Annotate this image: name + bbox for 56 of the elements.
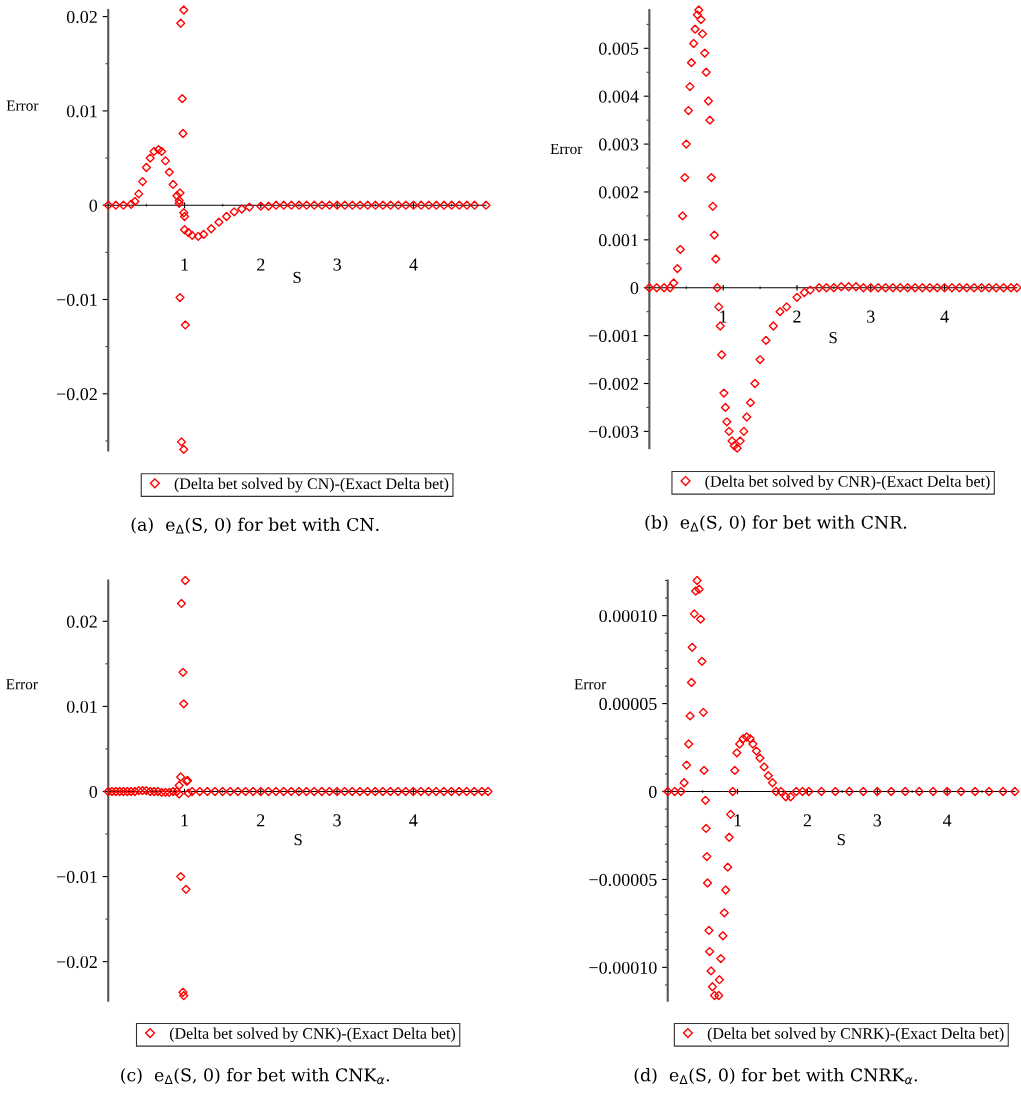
y-tick-label: −0.01 bbox=[56, 293, 97, 307]
y-tick-label: 0 bbox=[89, 785, 98, 798]
x-tick-label: 2 bbox=[803, 814, 811, 827]
x-tick-label: 1 bbox=[181, 814, 188, 827]
y-axis-title: Error bbox=[550, 143, 583, 155]
x-axis-title: S bbox=[837, 834, 845, 846]
y-axis-title: Error bbox=[6, 100, 39, 111]
y-tick-label: −0.02 bbox=[56, 955, 97, 969]
y-tick-label: −0.001 bbox=[589, 329, 638, 343]
legend-label: (Delta bet solved by CNR)-(Exact Delta bet) bbox=[705, 475, 990, 491]
y-tick-label: 0.02 bbox=[66, 615, 97, 628]
text: (b) e$_{Δ}$(S, 0) for bet with CNR. bbox=[645, 515, 907, 532]
y-tick-label: 0.01 bbox=[66, 700, 97, 713]
x-axis-title: S bbox=[294, 834, 302, 846]
y-tick-label: 0.005 bbox=[599, 42, 639, 55]
y-tick-label: 0.00005 bbox=[599, 697, 657, 711]
x-tick-label: 3 bbox=[867, 310, 875, 323]
text: (c) e$_{Δ}$(S, 0) for bet with CNK$_{α}$. bbox=[121, 1068, 389, 1085]
x-tick-label: 2 bbox=[257, 258, 265, 271]
y-tick-label: −0.00005 bbox=[589, 873, 657, 886]
x-tick-label: 3 bbox=[873, 814, 882, 827]
x-tick-label: 2 bbox=[257, 814, 265, 827]
x-tick-label: 3 bbox=[333, 814, 341, 827]
legend-label: (Delta bet solved by CNRK)-(Exact Delta bet) bbox=[707, 1027, 1004, 1043]
y-tick-label: 0.003 bbox=[599, 138, 639, 151]
text: (d) e$_{Δ}$(S, 0) for bet with CNRK$_{α}$. bbox=[634, 1068, 917, 1085]
y-tick-label: 0.001 bbox=[599, 234, 638, 247]
y-axis-title: Error bbox=[6, 679, 38, 690]
y-tick-label: 0.01 bbox=[66, 105, 97, 118]
y-tick-label: −0.00010 bbox=[589, 961, 657, 974]
y-tick-label: 0.004 bbox=[599, 90, 639, 103]
y-tick-label: 0 bbox=[630, 281, 639, 295]
x-tick-label: 3 bbox=[333, 258, 341, 271]
x-tick-label: 1 bbox=[720, 310, 727, 323]
y-tick-label: −0.01 bbox=[56, 870, 97, 884]
legend-label: (Delta bet solved by CN)-(Exact Delta bet) bbox=[174, 477, 449, 493]
y-tick-label: 0 bbox=[89, 199, 98, 212]
x-axis-title: S bbox=[293, 271, 301, 283]
x-axis-title: S bbox=[829, 332, 837, 344]
legend-label: (Delta bet solved by CNK)-(Exact Delta bet) bbox=[169, 1027, 456, 1043]
y-tick-label: −0.02 bbox=[56, 388, 97, 401]
y-tick-label: −0.003 bbox=[589, 425, 639, 438]
x-tick-label: 4 bbox=[942, 814, 952, 827]
x-tick-label: 4 bbox=[409, 258, 418, 271]
y-tick-label: 0.00010 bbox=[599, 609, 657, 623]
y-tick-label: 0 bbox=[648, 785, 657, 798]
x-tick-label: 1 bbox=[181, 258, 188, 271]
x-tick-label: 4 bbox=[940, 310, 949, 323]
y-tick-label: 0.002 bbox=[599, 186, 638, 199]
y-axis-title: Error bbox=[574, 679, 607, 690]
y-tick-label: −0.002 bbox=[589, 377, 638, 391]
x-tick-label: 4 bbox=[409, 814, 418, 827]
y-tick-label: 0.02 bbox=[66, 10, 97, 24]
text: (a) e$_{Δ}$(S, 0) for bet with CN. bbox=[131, 517, 379, 534]
x-tick-label: 1 bbox=[734, 814, 742, 827]
x-tick-label: 2 bbox=[793, 310, 801, 323]
